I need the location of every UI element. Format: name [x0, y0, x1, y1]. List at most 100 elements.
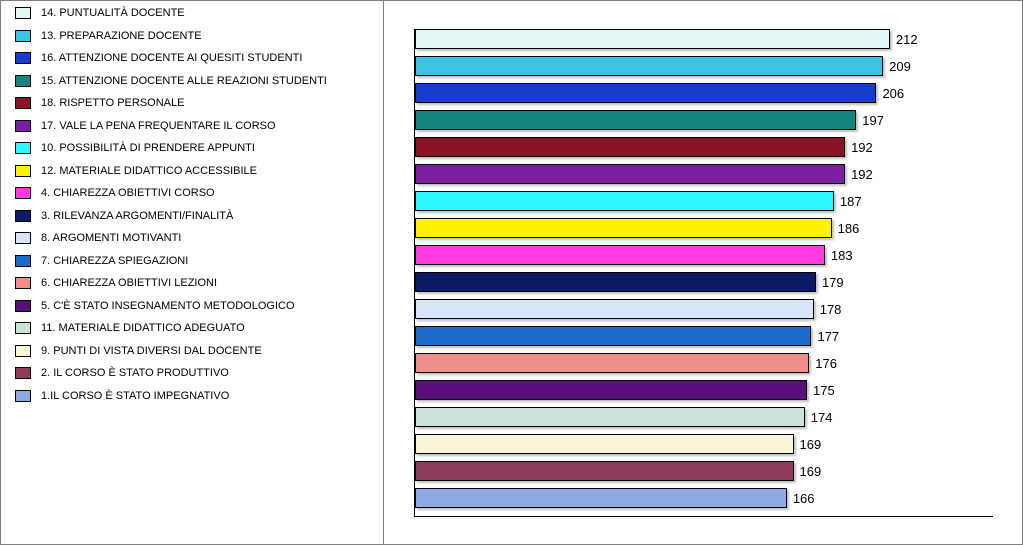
bar-row: 169 — [415, 434, 821, 454]
bar — [415, 191, 834, 211]
bar-row: 179 — [415, 272, 844, 292]
bar-row: 192 — [415, 164, 873, 184]
plot-area: 2122092061971921921871861831791781771761… — [414, 29, 993, 517]
bar — [415, 407, 805, 427]
legend: 14. PUNTUALITÀ DOCENTE 13. PREPARAZIONE D… — [1, 1, 384, 544]
legend-swatch — [15, 75, 31, 87]
bar-value-label: 187 — [840, 194, 862, 209]
legend-swatch — [15, 120, 31, 132]
legend-item: 17. VALE LA PENA FREQUENTARE IL CORSO — [15, 120, 377, 132]
bar — [415, 434, 794, 454]
legend-swatch — [15, 277, 31, 289]
bar-value-label: 197 — [862, 113, 884, 128]
bar-row: 177 — [415, 326, 839, 346]
bar-value-label: 192 — [851, 167, 873, 182]
legend-label: 4. CHIAREZZA OBIETTIVI CORSO — [41, 187, 215, 199]
legend-label: 1.IL CORSO È STATO IMPEGNATIVO — [41, 390, 229, 402]
legend-label: 13. PREPARAZIONE DOCENTE — [41, 30, 202, 42]
bar — [415, 272, 816, 292]
legend-label: 9. PUNTI DI VISTA DIVERSI DAL DOCENTE — [41, 345, 262, 357]
legend-item: 16. ATTENZIONE DOCENTE AI QUESITI STUDEN… — [15, 52, 377, 64]
bar-value-label: 192 — [851, 140, 873, 155]
bar — [415, 218, 832, 238]
bar — [415, 488, 787, 508]
legend-item: 5. C'È STATO INSEGNAMENTO METODOLOGICO — [15, 300, 377, 312]
bar-row: 174 — [415, 407, 832, 427]
bar — [415, 56, 883, 76]
legend-item: 10. POSSIBILITÀ DI PRENDERE APPUNTI — [15, 142, 377, 154]
legend-label: 16. ATTENZIONE DOCENTE AI QUESITI STUDEN… — [41, 52, 302, 64]
legend-item: 18. RISPETTO PERSONALE — [15, 97, 377, 109]
bar — [415, 164, 845, 184]
bar-value-label: 169 — [800, 437, 822, 452]
bar-row: 212 — [415, 29, 918, 49]
legend-swatch — [15, 187, 31, 199]
bar — [415, 83, 876, 103]
bar — [415, 380, 807, 400]
bar — [415, 29, 890, 49]
legend-label: 11. MATERIALE DIDATTICO ADEGUATO — [41, 322, 245, 334]
legend-item: 8. ARGOMENTI MOTIVANTI — [15, 232, 377, 244]
legend-item: 9. PUNTI DI VISTA DIVERSI DAL DOCENTE — [15, 345, 377, 357]
legend-item: 3. RILEVANZA ARGOMENTI/FINALITÀ — [15, 210, 377, 222]
bar-value-label: 178 — [820, 302, 842, 317]
legend-label: 12. MATERIALE DIDATTICO ACCESSIBILE — [41, 165, 257, 177]
legend-swatch — [15, 7, 31, 19]
bar-row: 175 — [415, 380, 835, 400]
chart-area: 2122092061971921921871861831791781771761… — [384, 1, 1022, 544]
bar-value-label: 179 — [822, 275, 844, 290]
legend-item: 13. PREPARAZIONE DOCENTE — [15, 30, 377, 42]
legend-swatch — [15, 345, 31, 357]
legend-item: 6. CHIAREZZA OBIETTIVI LEZIONI — [15, 277, 377, 289]
legend-item: 1.IL CORSO È STATO IMPEGNATIVO — [15, 390, 377, 402]
bar — [415, 353, 809, 373]
legend-label: 15. ATTENZIONE DOCENTE ALLE REAZIONI STU… — [41, 75, 327, 87]
bar-row: 169 — [415, 461, 821, 481]
legend-swatch — [15, 142, 31, 154]
legend-swatch — [15, 232, 31, 244]
legend-swatch — [15, 390, 31, 402]
bar-row: 166 — [415, 488, 815, 508]
bar-value-label: 169 — [800, 464, 822, 479]
bar — [415, 326, 811, 346]
legend-label: 3. RILEVANZA ARGOMENTI/FINALITÀ — [41, 210, 233, 222]
legend-label: 5. C'È STATO INSEGNAMENTO METODOLOGICO — [41, 300, 295, 312]
legend-item: 7. CHIAREZZA SPIEGAZIONI — [15, 255, 377, 267]
legend-label: 17. VALE LA PENA FREQUENTARE IL CORSO — [41, 120, 276, 132]
bar-row: 176 — [415, 353, 837, 373]
bar — [415, 110, 856, 130]
bar-row: 183 — [415, 245, 853, 265]
bar-row: 178 — [415, 299, 841, 319]
bar-row: 186 — [415, 218, 859, 238]
bar-value-label: 175 — [813, 383, 835, 398]
bar-row: 206 — [415, 83, 904, 103]
legend-label: 6. CHIAREZZA OBIETTIVI LEZIONI — [41, 277, 217, 289]
legend-item: 15. ATTENZIONE DOCENTE ALLE REAZIONI STU… — [15, 75, 377, 87]
bar-row: 197 — [415, 110, 884, 130]
legend-swatch — [15, 210, 31, 222]
legend-swatch — [15, 367, 31, 379]
legend-swatch — [15, 30, 31, 42]
bar-row: 192 — [415, 137, 873, 157]
bar-value-label: 212 — [896, 32, 918, 47]
bar-value-label: 183 — [831, 248, 853, 263]
legend-label: 10. POSSIBILITÀ DI PRENDERE APPUNTI — [41, 142, 255, 154]
bar-value-label: 176 — [815, 356, 837, 371]
bar — [415, 461, 794, 481]
bar — [415, 245, 825, 265]
bar-value-label: 166 — [793, 491, 815, 506]
legend-item: 2. IL CORSO È STATO PRODUTTIVO — [15, 367, 377, 379]
bar-value-label: 174 — [811, 410, 833, 425]
legend-label: 8. ARGOMENTI MOTIVANTI — [41, 232, 181, 244]
bar-value-label: 186 — [838, 221, 860, 236]
legend-item: 12. MATERIALE DIDATTICO ACCESSIBILE — [15, 165, 377, 177]
legend-item: 14. PUNTUALITÀ DOCENTE — [15, 7, 377, 19]
chart-container: 14. PUNTUALITÀ DOCENTE 13. PREPARAZIONE D… — [0, 0, 1023, 545]
legend-item: 4. CHIAREZZA OBIETTIVI CORSO — [15, 187, 377, 199]
legend-label: 18. RISPETTO PERSONALE — [41, 97, 184, 109]
legend-swatch — [15, 255, 31, 267]
legend-swatch — [15, 300, 31, 312]
bar — [415, 137, 845, 157]
bar-row: 187 — [415, 191, 862, 211]
legend-label: 7. CHIAREZZA SPIEGAZIONI — [41, 255, 188, 267]
